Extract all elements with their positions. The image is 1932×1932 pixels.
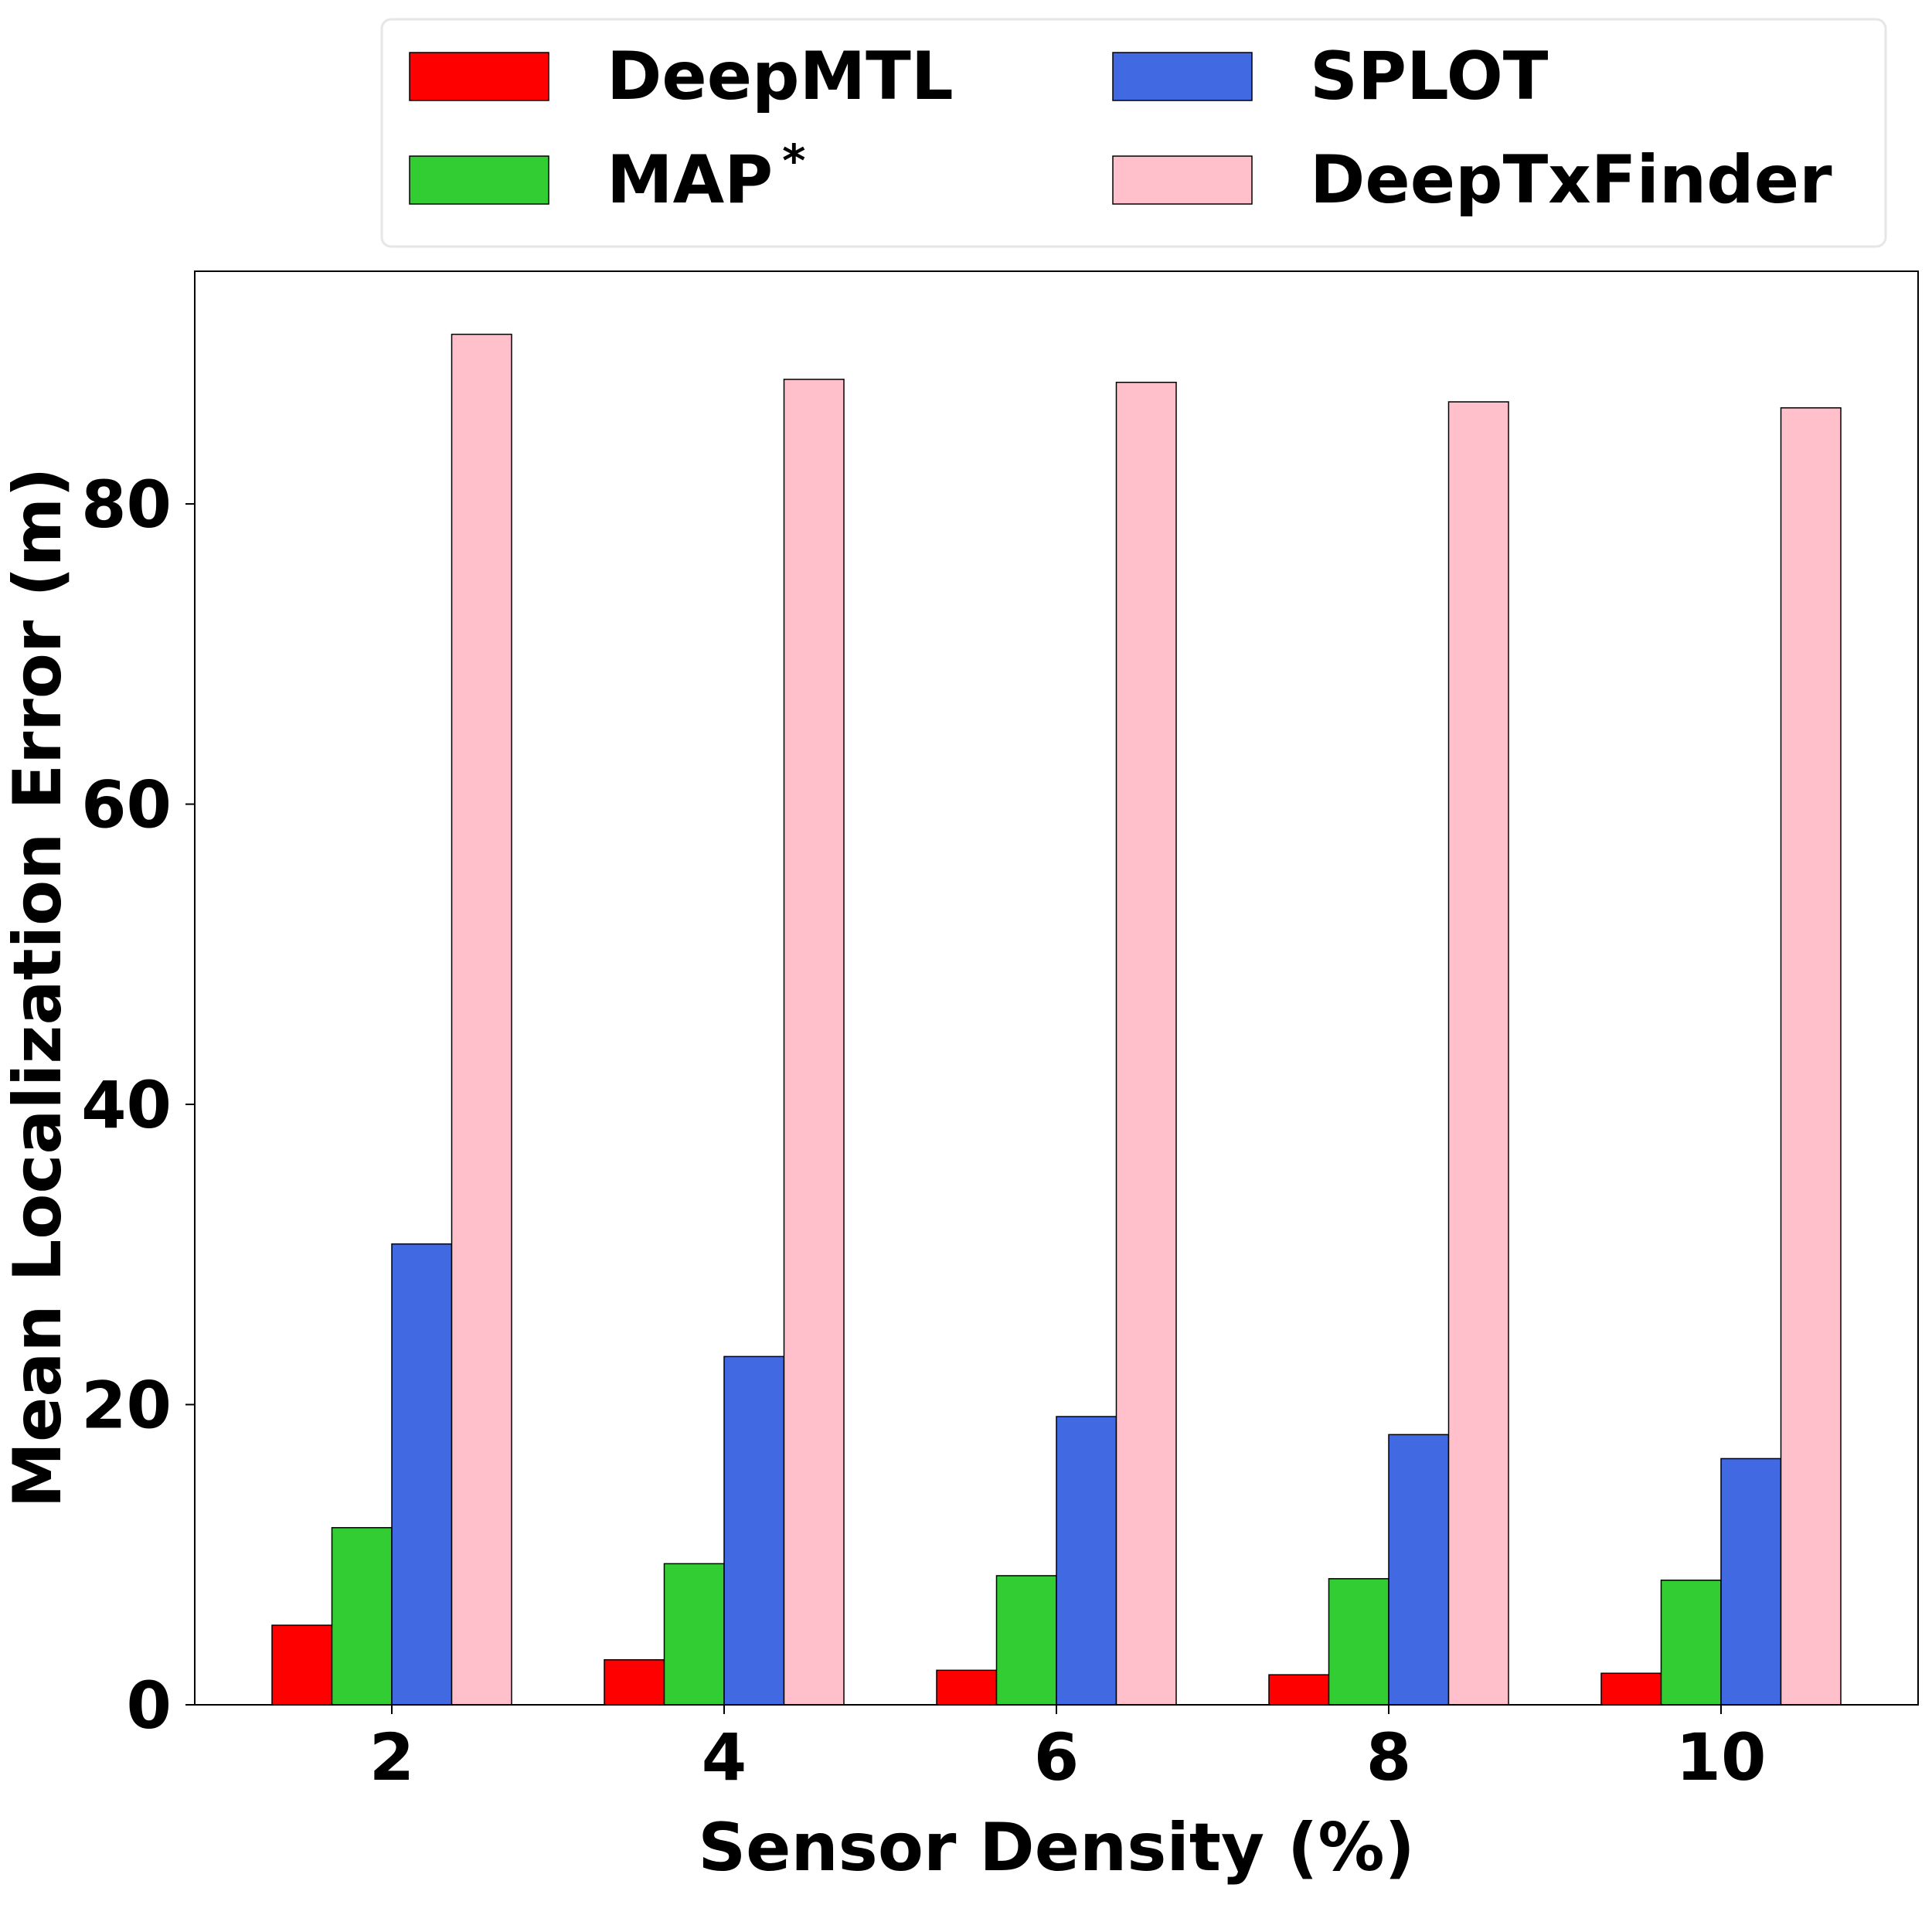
y-tick-label: 60 [81, 767, 172, 843]
bar-deepmtl-8 [1268, 1674, 1330, 1706]
bar-deeptxfinder-4 [783, 379, 845, 1706]
legend-label-deeptxfinder: DeepTxFinder [1310, 141, 1832, 219]
bar-map-10 [1660, 1580, 1722, 1706]
bar-splot-2 [391, 1243, 453, 1706]
bars-group [271, 333, 1842, 1706]
bar-splot-6 [1056, 1416, 1117, 1706]
y-tick-label: 80 [81, 467, 172, 543]
bar-splot-4 [723, 1355, 785, 1706]
legend-frame [380, 18, 1887, 248]
bar-deeptxfinder-2 [451, 333, 512, 1706]
bar-deeptxfinder-10 [1780, 407, 1842, 1706]
bar-map-6 [995, 1575, 1057, 1706]
bar-deepmtl-4 [604, 1658, 665, 1706]
legend-swatch-deepmtl [409, 52, 549, 101]
legend-swatch-splot [1112, 52, 1253, 101]
legend-swatch-map [409, 155, 549, 205]
bar-splot-10 [1720, 1458, 1782, 1706]
bar-deeptxfinder-8 [1447, 401, 1509, 1706]
y-axis-label: Mean Localization Error (m) [0, 467, 77, 1508]
x-axis-label: Sensor Density (%) [698, 1809, 1415, 1886]
x-axis: 2 4 6 8 10 [369, 1705, 1767, 1795]
legend: DeepMTL MAP * SPLOT DeepTxFinder [380, 18, 1887, 248]
bar-deeptxfinder-6 [1115, 381, 1177, 1706]
bar-map-4 [663, 1563, 725, 1706]
legend-label-map: MAP * [607, 134, 806, 219]
x-tick-label: 4 [702, 1719, 747, 1795]
legend-label-splot: SPLOT [1310, 38, 1549, 115]
y-tick-label: 20 [81, 1368, 172, 1444]
y-axis: 0 20 40 60 80 [81, 467, 195, 1743]
bar-deepmtl-6 [936, 1669, 998, 1706]
bar-splot-8 [1388, 1434, 1450, 1706]
bar-deepmtl-10 [1600, 1672, 1662, 1706]
x-tick-label: 2 [369, 1719, 414, 1795]
y-tick-label: 0 [127, 1668, 172, 1743]
x-tick-label: 6 [1034, 1719, 1079, 1795]
x-tick-label: 8 [1366, 1719, 1411, 1795]
bar-deepmtl-2 [271, 1624, 333, 1706]
bar-map-8 [1328, 1578, 1389, 1706]
bar-map-2 [331, 1527, 393, 1706]
legend-swatch-deeptxfinder [1112, 155, 1253, 205]
x-tick-label: 10 [1676, 1719, 1767, 1795]
y-tick-label: 40 [81, 1067, 172, 1143]
legend-label-deepmtl: DeepMTL [607, 38, 954, 115]
